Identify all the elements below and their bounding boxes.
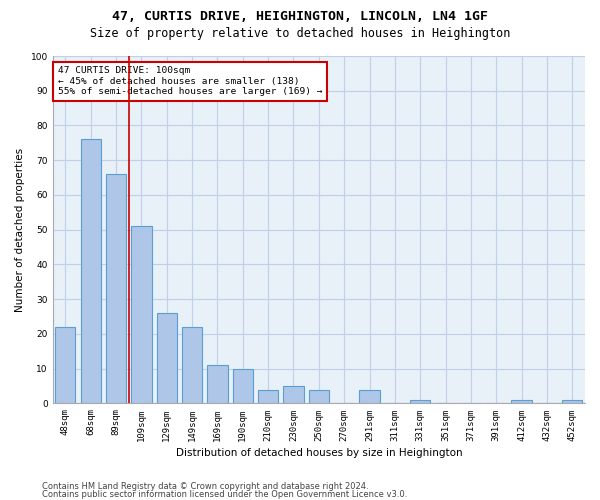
Bar bbox=[106, 174, 126, 404]
Bar bbox=[511, 400, 532, 404]
Text: 47 CURTIS DRIVE: 100sqm
← 45% of detached houses are smaller (138)
55% of semi-d: 47 CURTIS DRIVE: 100sqm ← 45% of detache… bbox=[58, 66, 322, 96]
Bar bbox=[207, 365, 227, 404]
Bar bbox=[308, 390, 329, 404]
Bar bbox=[80, 140, 101, 404]
Bar bbox=[562, 400, 583, 404]
Bar bbox=[182, 327, 202, 404]
Text: Size of property relative to detached houses in Heighington: Size of property relative to detached ho… bbox=[90, 28, 510, 40]
Bar bbox=[283, 386, 304, 404]
Y-axis label: Number of detached properties: Number of detached properties bbox=[15, 148, 25, 312]
Bar bbox=[233, 368, 253, 404]
Bar bbox=[55, 327, 76, 404]
Text: 47, CURTIS DRIVE, HEIGHINGTON, LINCOLN, LN4 1GF: 47, CURTIS DRIVE, HEIGHINGTON, LINCOLN, … bbox=[112, 10, 488, 23]
Bar bbox=[410, 400, 430, 404]
Bar bbox=[157, 313, 177, 404]
Bar bbox=[258, 390, 278, 404]
X-axis label: Distribution of detached houses by size in Heighington: Distribution of detached houses by size … bbox=[176, 448, 462, 458]
Bar bbox=[131, 226, 152, 404]
Text: Contains public sector information licensed under the Open Government Licence v3: Contains public sector information licen… bbox=[42, 490, 407, 499]
Text: Contains HM Land Registry data © Crown copyright and database right 2024.: Contains HM Land Registry data © Crown c… bbox=[42, 482, 368, 491]
Bar bbox=[359, 390, 380, 404]
